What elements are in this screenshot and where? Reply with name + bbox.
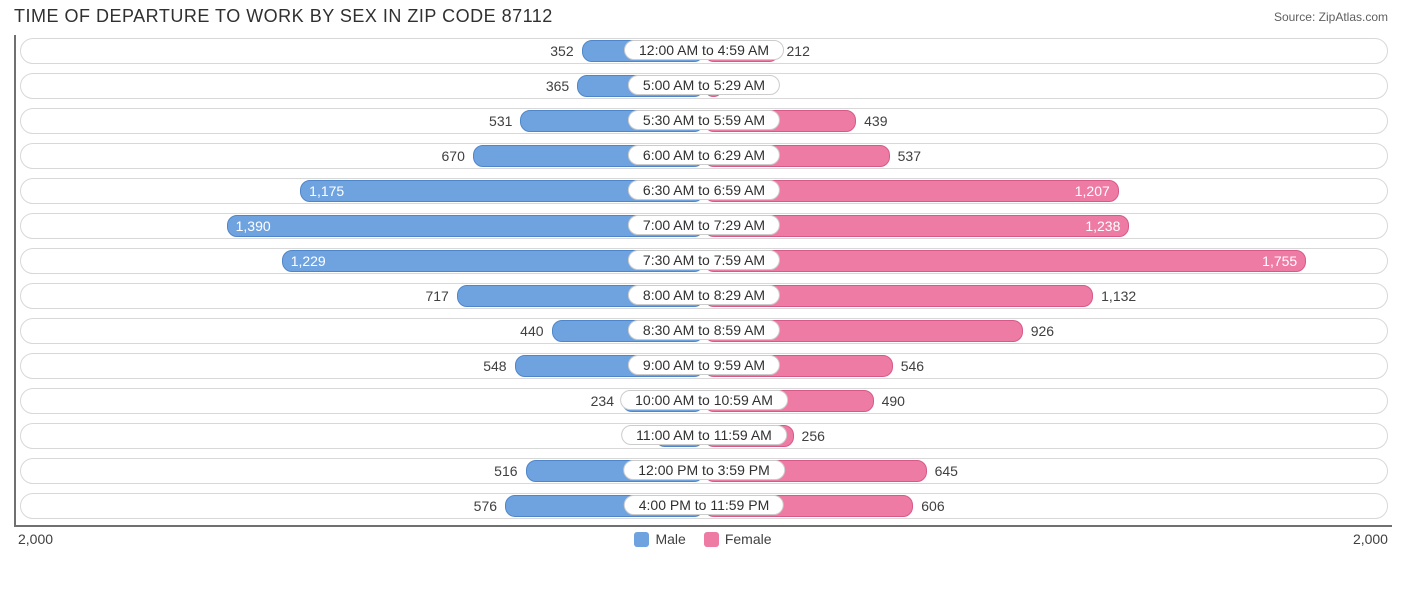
legend-label-female: Female	[725, 531, 772, 547]
chart-row: 138 256 11:00 AM to 11:59 AM	[16, 420, 1392, 452]
female-value-label: 212	[787, 43, 810, 59]
female-value-label: 537	[898, 148, 921, 164]
female-value-label: 926	[1031, 323, 1054, 339]
female-value-label: 1,207	[1075, 183, 1110, 199]
chart-row: 1,175 1,207 6:30 AM to 6:59 AM	[16, 175, 1392, 207]
time-range-label: 12:00 AM to 4:59 AM	[624, 40, 784, 60]
female-half: 1,132	[704, 280, 1388, 312]
female-half: 645	[704, 455, 1388, 487]
legend-item-female: Female	[704, 531, 772, 547]
chart-row: 1,229 1,755 7:30 AM to 7:59 AM	[16, 245, 1392, 277]
legend: Male Female	[634, 531, 771, 547]
female-bar: 1,755	[704, 250, 1306, 272]
female-half: 256	[704, 420, 1388, 452]
female-half: 212	[704, 35, 1388, 67]
chart-row: 670 537 6:00 AM to 6:29 AM	[16, 140, 1392, 172]
female-half: 546	[704, 350, 1388, 382]
male-value-label: 1,390	[236, 218, 271, 234]
legend-swatch-female	[704, 532, 719, 547]
time-range-label: 8:30 AM to 8:59 AM	[628, 320, 780, 340]
male-half: 234	[20, 385, 704, 417]
time-range-label: 10:00 AM to 10:59 AM	[620, 390, 788, 410]
legend-label-male: Male	[655, 531, 685, 547]
chart-row: 234 490 10:00 AM to 10:59 AM	[16, 385, 1392, 417]
time-range-label: 4:00 PM to 11:59 PM	[624, 495, 784, 515]
male-half: 717	[20, 280, 704, 312]
chart-plot-area: 352 21212:00 AM to 4:59 AM 365 495:00 AM to…	[14, 35, 1392, 527]
header: TIME OF DEPARTURE TO WORK BY SEX IN ZIP …	[0, 0, 1406, 31]
chart-row: 440 926 8:30 AM to 8:59 AM	[16, 315, 1392, 347]
chart-row: 365 495:00 AM to 5:29 AM	[16, 70, 1392, 102]
time-range-label: 9:00 AM to 9:59 AM	[628, 355, 780, 375]
male-value-label: 352	[550, 43, 573, 59]
chart-row: 548 546 9:00 AM to 9:59 AM	[16, 350, 1392, 382]
chart-footer: 2,000 Male Female 2,000	[0, 527, 1406, 547]
female-value-label: 1,132	[1101, 288, 1136, 304]
time-range-label: 5:00 AM to 5:29 AM	[628, 75, 780, 95]
female-value-label: 490	[882, 393, 905, 409]
male-value-label: 440	[520, 323, 543, 339]
time-range-label: 5:30 AM to 5:59 AM	[628, 110, 780, 130]
male-half: 440	[20, 315, 704, 347]
time-range-label: 8:00 AM to 8:29 AM	[628, 285, 780, 305]
chart-row: 717 1,132 8:00 AM to 8:29 AM	[16, 280, 1392, 312]
male-half: 138	[20, 420, 704, 452]
male-half: 352	[20, 35, 704, 67]
female-value-label: 256	[802, 428, 825, 444]
male-half: 670	[20, 140, 704, 172]
female-half: 1,755	[704, 245, 1388, 277]
chart-row: 352 21212:00 AM to 4:59 AM	[16, 35, 1392, 67]
female-half: 537	[704, 140, 1388, 172]
female-half: 926	[704, 315, 1388, 347]
time-range-label: 6:00 AM to 6:29 AM	[628, 145, 780, 165]
time-range-label: 7:00 AM to 7:29 AM	[628, 215, 780, 235]
male-value-label: 576	[474, 498, 497, 514]
male-half: 531	[20, 105, 704, 137]
male-half: 1,175	[20, 175, 704, 207]
source-attribution: Source: ZipAtlas.com	[1274, 10, 1388, 24]
axis-right-max: 2,000	[1353, 531, 1388, 547]
female-value-label: 606	[921, 498, 944, 514]
female-half: 439	[704, 105, 1388, 137]
female-half: 1,207	[704, 175, 1388, 207]
male-value-label: 531	[489, 113, 512, 129]
female-value-label: 645	[935, 463, 958, 479]
male-value-label: 1,229	[291, 253, 326, 269]
female-value-label: 546	[901, 358, 924, 374]
time-range-label: 11:00 AM to 11:59 AM	[621, 425, 787, 445]
chart-title: TIME OF DEPARTURE TO WORK BY SEX IN ZIP …	[14, 6, 553, 27]
time-range-label: 6:30 AM to 6:59 AM	[628, 180, 780, 200]
male-value-label: 516	[494, 463, 517, 479]
chart-row: 516 645 12:00 PM to 3:59 PM	[16, 455, 1392, 487]
male-value-label: 234	[591, 393, 614, 409]
legend-swatch-male	[634, 532, 649, 547]
male-value-label: 548	[483, 358, 506, 374]
male-half: 365	[20, 70, 704, 102]
axis-left-max: 2,000	[18, 531, 53, 547]
male-half: 548	[20, 350, 704, 382]
male-half: 576	[20, 490, 704, 522]
female-half: 490	[704, 385, 1388, 417]
male-half: 516	[20, 455, 704, 487]
female-half: 1,238	[704, 210, 1388, 242]
female-value-label: 439	[864, 113, 887, 129]
male-value-label: 1,175	[309, 183, 344, 199]
male-value-label: 365	[546, 78, 569, 94]
chart-row: 531 439 5:30 AM to 5:59 AM	[16, 105, 1392, 137]
female-half: 606	[704, 490, 1388, 522]
male-half: 1,390	[20, 210, 704, 242]
male-half: 1,229	[20, 245, 704, 277]
chart-row: 576 606 4:00 PM to 11:59 PM	[16, 490, 1392, 522]
female-value-label: 1,755	[1262, 253, 1297, 269]
male-value-label: 717	[425, 288, 448, 304]
chart-row: 1,390 1,238 7:00 AM to 7:29 AM	[16, 210, 1392, 242]
female-half: 49	[704, 70, 1388, 102]
legend-item-male: Male	[634, 531, 685, 547]
female-value-label: 1,238	[1085, 218, 1120, 234]
male-value-label: 670	[442, 148, 465, 164]
time-range-label: 12:00 PM to 3:59 PM	[623, 460, 785, 480]
chart-container: TIME OF DEPARTURE TO WORK BY SEX IN ZIP …	[0, 0, 1406, 595]
time-range-label: 7:30 AM to 7:59 AM	[628, 250, 780, 270]
